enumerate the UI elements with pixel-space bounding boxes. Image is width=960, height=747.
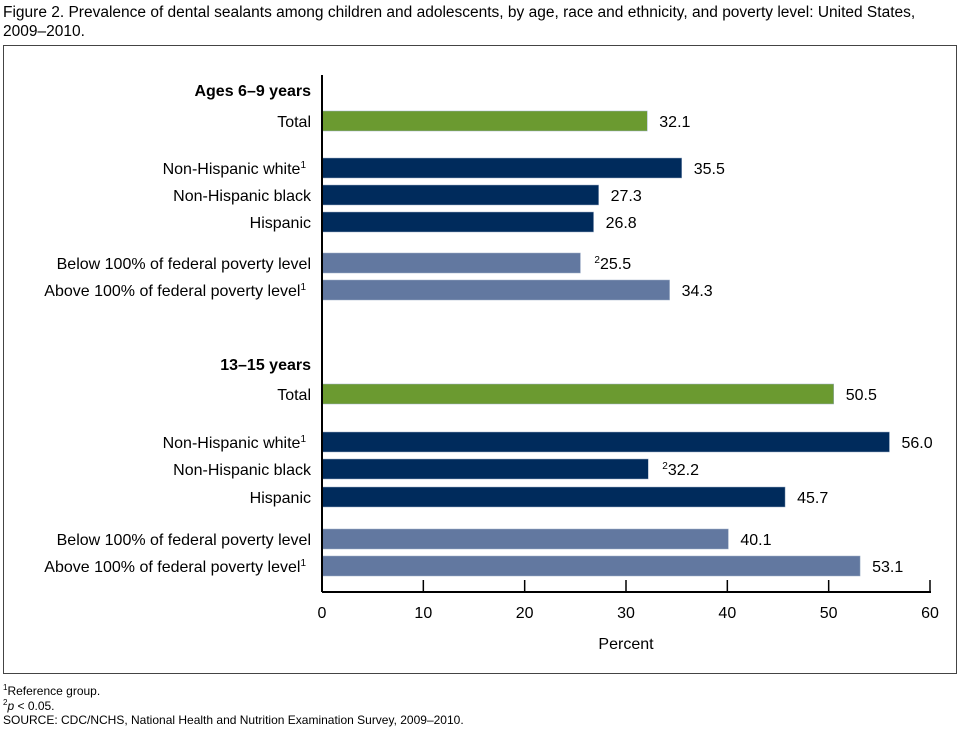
- value-label: 56.0: [901, 435, 932, 452]
- value-label: 45.7: [797, 490, 828, 507]
- footnote-p: p: [7, 699, 15, 713]
- bar: [321, 486, 786, 508]
- value-label: 40.1: [740, 532, 771, 549]
- source-note: SOURCE: CDC/NCHS, National Health and Nu…: [3, 713, 464, 727]
- value-label: 225.5: [594, 255, 631, 273]
- bar: [321, 528, 729, 550]
- category-label: Below 100% of federal poverty level: [57, 256, 311, 273]
- value-label: 32.1: [659, 114, 690, 131]
- value-label: 35.5: [694, 161, 725, 178]
- category-label: Non-Hispanic black: [173, 462, 312, 479]
- x-axis-label: Percent: [598, 636, 654, 653]
- x-tick-label: 20: [516, 605, 534, 622]
- category-label: Non-Hispanic white1: [163, 434, 307, 452]
- bar: [321, 184, 599, 206]
- category-label: Below 100% of federal poverty level: [57, 532, 311, 549]
- x-tick-label: 30: [617, 605, 635, 622]
- footnote-marker: 2: [3, 698, 8, 707]
- value-label: 232.2: [662, 461, 699, 479]
- chart-title: Figure 2. Prevalence of dental sealants …: [3, 4, 916, 40]
- bar: [321, 157, 682, 179]
- footnote-significance: 2p < 0.05.: [3, 698, 55, 713]
- value-label: 27.3: [611, 188, 642, 205]
- x-tick-label: 60: [921, 605, 939, 622]
- bar: [321, 110, 648, 132]
- bar: [321, 211, 594, 233]
- value-label: 53.1: [872, 559, 903, 576]
- category-label: Total: [277, 114, 311, 131]
- category-label: Hispanic: [250, 215, 311, 232]
- group-header: 13–15 years: [220, 357, 311, 374]
- bar: [321, 279, 670, 301]
- footnote-reference: 1Reference group.: [3, 683, 100, 698]
- footnote-text: < 0.05.: [14, 699, 55, 713]
- bar: [321, 252, 581, 274]
- value-label: 34.3: [682, 283, 713, 300]
- category-label: Above 100% of federal poverty level1: [44, 558, 306, 576]
- category-label: Non-Hispanic white1: [163, 160, 307, 178]
- x-tick-label: 0: [318, 605, 327, 622]
- category-label: Hispanic: [250, 490, 311, 507]
- value-label: 50.5: [846, 387, 877, 404]
- category-label: Total: [277, 387, 311, 404]
- category-label: Non-Hispanic black: [173, 188, 312, 205]
- bar: [321, 555, 861, 577]
- x-tick-label: 10: [414, 605, 432, 622]
- footnote-marker: 1: [3, 683, 8, 692]
- bar: [321, 383, 834, 405]
- group-header: Ages 6–9 years: [194, 83, 311, 100]
- footnote-text: Reference group.: [7, 684, 101, 698]
- value-label: 26.8: [606, 215, 637, 232]
- x-tick-label: 40: [718, 605, 736, 622]
- bar: [321, 431, 890, 453]
- x-tick-label: 50: [820, 605, 838, 622]
- chart-frame: [3, 45, 957, 674]
- bar: [321, 458, 649, 480]
- category-label: Above 100% of federal poverty level1: [44, 282, 306, 300]
